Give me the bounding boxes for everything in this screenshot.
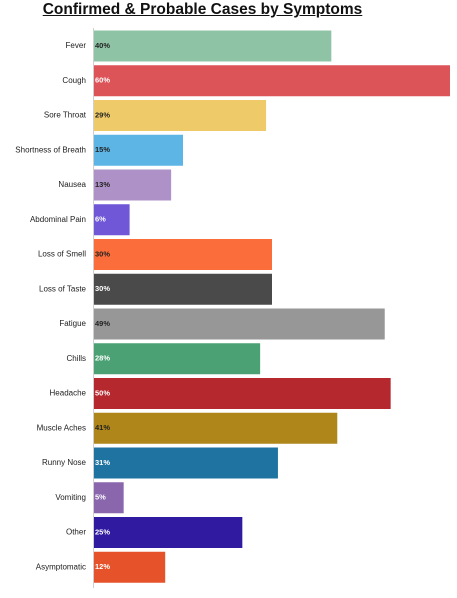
category-label: Chills [66,354,86,363]
bar-vomiting [94,482,124,514]
bars-layer: Fever 40% Cough 60% Sore Throat 29% Shortness … [15,30,450,583]
value-label: 25% [95,527,110,536]
value-label: 15% [95,145,110,154]
value-label: 28% [95,354,110,363]
bar-other [94,517,243,548]
bar-chills [94,343,261,375]
category-label: Sore Throat [44,111,87,120]
category-label: Runny Nose [42,458,87,467]
value-label: 5% [95,493,106,502]
category-label: Asymptomatic [36,562,86,571]
value-label: 30% [95,249,110,258]
value-label: 60% [95,76,110,85]
bar-loss-of-taste [94,273,272,305]
category-label: Shortness of Breath [15,145,86,154]
category-label: Fever [66,41,87,50]
category-label: Loss of Smell [38,250,86,259]
bar-sore-throat [94,100,267,131]
value-label: 13% [95,180,110,189]
category-label: Vomiting [55,493,86,502]
value-label: 40% [95,41,110,50]
bar-nausea [94,169,172,201]
category-label: Abdominal Pain [30,215,86,224]
bar-cough [94,65,450,97]
category-label: Other [66,528,86,537]
value-label: 29% [95,110,110,119]
bar-runny-nose [94,447,278,479]
bar-abdominal-pain [94,204,130,236]
bar-fever [94,30,332,62]
category-label: Headache [50,389,87,398]
category-label: Fatigue [59,319,86,328]
bar-loss-of-smell [94,239,272,270]
value-label: 6% [95,215,106,224]
value-label: 50% [95,388,110,397]
bar-asymptomatic [94,551,166,583]
value-label: 12% [95,562,110,571]
bar-headache [94,378,391,409]
value-label: 30% [95,284,110,293]
category-label: Cough [62,76,86,85]
bar-fatigue [94,308,385,340]
category-label: Muscle Aches [37,423,86,432]
category-label: Loss of Taste [39,284,87,293]
value-label: 31% [95,458,110,467]
bar-shortness-of-breath [94,134,183,166]
category-label: Nausea [58,180,86,189]
chart-title: Confirmed & Probable Cases by Symptoms [42,1,363,18]
bar-muscle-aches [94,412,338,444]
value-label: 41% [95,423,110,432]
value-label: 49% [95,319,110,328]
